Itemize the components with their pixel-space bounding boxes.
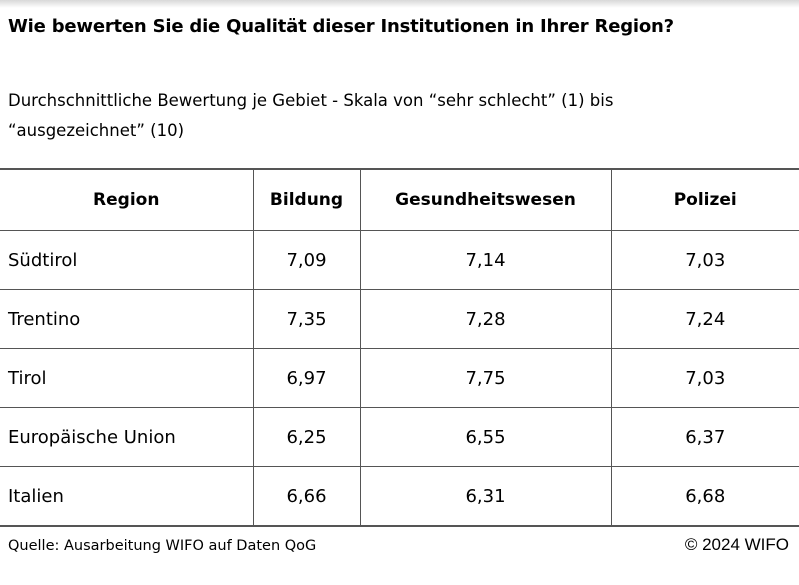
subtitle: Durchschnittliche Bewertung je Gebiet - … (8, 91, 614, 140)
table-row: Südtirol 7,09 7,14 7,03 (0, 230, 799, 290)
column-header: Polizei (610, 168, 799, 231)
value-cell: 7,03 (610, 348, 799, 408)
region-cell: Italien (0, 466, 253, 527)
header-row: Region Bildung Gesundheitswesen Polizei (0, 168, 799, 231)
table-row: Trentino 7,35 7,28 7,24 (0, 289, 799, 349)
region-cell: Tirol (0, 348, 253, 408)
value-cell: 6,68 (610, 466, 799, 527)
column-header: Gesundheitswesen (359, 168, 611, 231)
source: Quelle: Ausarbeitung WIFO auf Daten QoG (8, 538, 317, 554)
column-header: Region (0, 168, 253, 231)
value-cell: 6,97 (252, 348, 360, 408)
value-cell: 7,28 (359, 289, 611, 349)
title: Wie bewerten Sie die Qualität dieser Ins… (8, 16, 674, 37)
value-cell: 7,09 (252, 230, 360, 290)
region-cell: Europäische Union (0, 407, 253, 467)
table-body: Südtirol 7,09 7,14 7,03 Trentino 7,35 7,28 7,24… (0, 230, 799, 527)
value-cell: 7,14 (359, 230, 611, 290)
data-table: Region Bildung Gesundheitswesen Polizei Süd… (0, 168, 799, 527)
value-cell: 6,66 (252, 466, 360, 527)
table-row: Tirol 6,97 7,75 7,03 (0, 348, 799, 408)
table-row: Italien 6,66 6,31 6,68 (0, 466, 799, 527)
table-row: Europäische Union 6,25 6,55 6,37 (0, 407, 799, 467)
copyright: © 2024 WIFO (684, 535, 789, 554)
value-cell: 6,31 (359, 466, 611, 527)
value-cell: 7,75 (359, 348, 611, 408)
column-header: Bildung (252, 168, 360, 231)
region-cell: Trentino (0, 289, 253, 349)
top-shade (0, 0, 799, 8)
value-cell: 6,37 (610, 407, 799, 467)
value-cell: 7,24 (610, 289, 799, 349)
value-cell: 7,35 (252, 289, 360, 349)
region-cell: Südtirol (0, 230, 253, 290)
value-cell: 7,03 (610, 230, 799, 290)
value-cell: 6,25 (252, 407, 360, 467)
value-cell: 6,55 (359, 407, 611, 467)
